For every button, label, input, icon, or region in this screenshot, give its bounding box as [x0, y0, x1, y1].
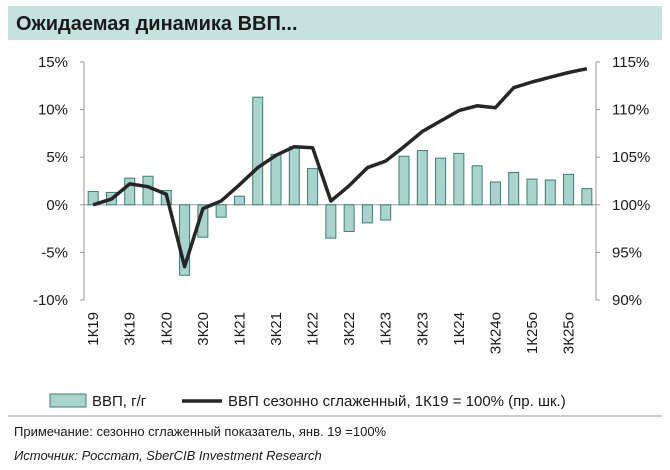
x-tick-label: 3К20	[195, 312, 212, 346]
y-right-tick-label: 95%	[612, 244, 642, 261]
bar-gdp-yoy	[215, 204, 227, 218]
line-gdp-seasonally-adjusted	[92, 66, 588, 269]
bar-gdp-yoy	[508, 171, 520, 206]
y-left-tick-label: 10%	[38, 102, 68, 119]
x-tick-label: 3К21	[268, 312, 285, 346]
chart-note: Примечание: сезонно сглаженный показател…	[14, 424, 387, 439]
x-tick-label: 3К25о	[561, 312, 578, 354]
x-tick-label: 3К22	[341, 312, 358, 346]
x-tick-label: 1К19	[85, 312, 102, 346]
y-right-tick-label: 110%	[612, 102, 649, 119]
legend-bar-swatch	[49, 393, 87, 408]
x-tick-label: 1К20	[158, 312, 175, 346]
bar-gdp-yoy	[325, 204, 337, 239]
bar-gdp-yoy	[416, 150, 428, 206]
x-tick-label: 1К22	[305, 312, 322, 346]
x-tick-label: 1К25о	[524, 312, 541, 354]
legend-label-bar: ВВП, г/г	[92, 393, 147, 410]
x-tick-label: 3К19	[122, 312, 139, 346]
chart-canvas: 15% 10% 5% 0% -5% -10% 115% 110% 105% 100% 95% 90% 1…	[8, 54, 662, 417]
x-tick-label: 1К21	[231, 312, 248, 346]
bar-gdp-yoy	[435, 157, 447, 206]
bar-gdp-yoy	[581, 188, 593, 206]
y-right-tick-label: 100%	[612, 197, 650, 214]
bar-gdp-yoy	[380, 204, 392, 221]
x-tick-label: 1К23	[378, 312, 395, 346]
y-left-tick-label: 15%	[38, 54, 68, 71]
bar-gdp-yoy	[398, 155, 410, 206]
bar-gdp-yoy	[489, 181, 501, 206]
y-left-tick-label: 5%	[46, 149, 68, 166]
chart-title: Ожидаемая динамика ВВП...	[16, 13, 298, 35]
bar-gdp-yoy	[233, 195, 245, 206]
bar-gdp-yoy	[270, 153, 282, 206]
x-tick-label: 3К23	[414, 312, 431, 346]
bar-gdp-yoy	[142, 175, 154, 206]
x-tick-label: 3К24о	[487, 312, 504, 354]
legend-label-line: ВВП сезонно сглаженный, 1К19 = 100% (пр.…	[228, 393, 566, 410]
y-right-tick-label: 115%	[612, 54, 649, 71]
bar-gdp-yoy	[453, 152, 465, 206]
chart-source: Источник: Росстат, SberCIB Investment Re…	[14, 448, 322, 463]
bar-gdp-yoy	[361, 204, 373, 224]
bar-gdp-yoy	[307, 168, 319, 206]
title-bar: Ожидаемая динамика ВВП...	[8, 6, 662, 40]
bar-gdp-yoy	[471, 165, 483, 206]
bar-gdp-yoy	[288, 146, 300, 206]
y-left-tick-label: -5%	[41, 244, 68, 261]
y-right-tick-label: 90%	[612, 292, 642, 309]
bar-gdp-yoy	[563, 173, 575, 206]
bar-gdp-yoy	[252, 96, 264, 206]
bar-gdp-yoy	[544, 179, 556, 206]
y-right-tick-label: 105%	[612, 149, 650, 166]
bar-gdp-yoy	[526, 178, 538, 206]
y-left-tick-label: -10%	[33, 292, 68, 309]
x-tick-label: 1К24	[451, 312, 468, 346]
bar-gdp-yoy	[343, 204, 355, 232]
bar-gdp-yoy	[124, 177, 136, 206]
y-left-tick-label: 0%	[46, 197, 68, 214]
